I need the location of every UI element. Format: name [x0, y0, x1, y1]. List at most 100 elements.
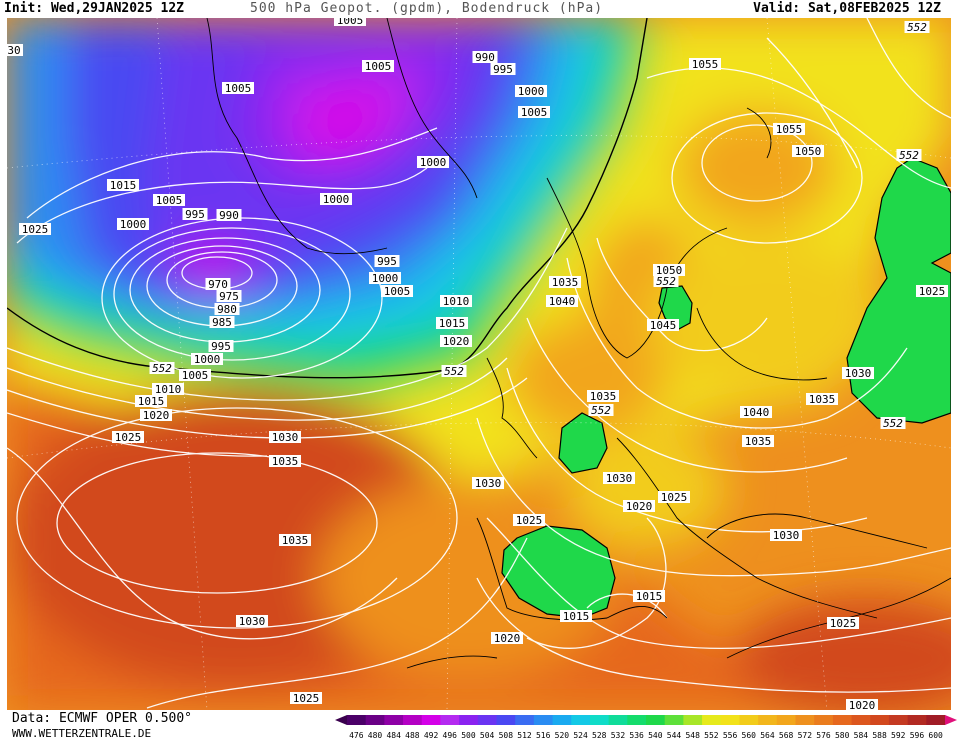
isobar-label-text: 1030 — [239, 615, 266, 628]
isobar-label-box — [587, 390, 619, 402]
isobar-label-box — [518, 106, 550, 118]
isobar-label-text: 1020 — [626, 500, 653, 513]
isobar-label: 1030 — [842, 367, 874, 380]
colorbar-swatch — [421, 715, 441, 725]
isobar-label-box — [7, 44, 23, 56]
isobar-label-text: 1000 — [194, 353, 221, 366]
isobar-label-text: 1035 — [552, 276, 579, 289]
isobar-label-box — [117, 218, 149, 230]
isobar-label-box — [236, 615, 268, 627]
green-cutoff-lows — [501, 157, 951, 619]
isobar-label-text: 1000 — [120, 218, 147, 231]
isobar-label-box — [623, 500, 655, 512]
colorbar-swatch — [870, 715, 890, 725]
isobar-label: 552 — [588, 404, 614, 417]
isobar-label-text: 1035 — [590, 390, 617, 403]
isobar-label-text: 1005 — [521, 106, 548, 119]
isobar-label-box — [806, 393, 838, 405]
isobar-label-box — [560, 610, 592, 622]
isobar-label: 1025 — [513, 514, 545, 527]
isobar-label-text: 1035 — [745, 435, 772, 448]
isobar-label-box — [490, 63, 516, 75]
isobar-label: 1020 — [846, 699, 878, 710]
colorbar-tick-label: 556 — [723, 731, 738, 740]
isobar-label-box — [362, 60, 394, 72]
isobar-label-text: 1000 — [420, 156, 447, 169]
isobar-label-text: 1035 — [809, 393, 836, 406]
isobar-label-box — [216, 209, 242, 221]
isobar-label-text: 1040 — [549, 295, 576, 308]
isobar-label-box — [334, 18, 366, 26]
isobar-label-box — [140, 409, 172, 421]
colorbar-tick-label: 584 — [854, 731, 869, 740]
isobar-label-box — [740, 406, 772, 418]
isobar-label: 1025 — [827, 617, 859, 630]
isobar-label: 1000 — [369, 272, 401, 285]
isobar-label-text: 990 — [219, 209, 239, 222]
isobar-label: 995 — [374, 255, 400, 268]
colorbar-swatch — [795, 715, 815, 725]
isobar-label-box — [209, 316, 235, 328]
isobar-label-box — [842, 367, 874, 379]
colorbar-tick-label: 580 — [835, 731, 850, 740]
colorbar-tick-label: 600 — [928, 731, 943, 740]
isobar-label-box — [208, 340, 234, 352]
isobar-label-box — [896, 149, 922, 161]
isobar-label-box — [135, 395, 167, 407]
colorbar-tick-label: 500 — [461, 731, 476, 740]
isobar-label-text: 1000 — [518, 85, 545, 98]
colorbar-swatch — [552, 715, 572, 725]
isobar-label: 970 — [205, 278, 231, 291]
isobar-label-box — [658, 491, 690, 503]
isobar-label-text: 1025 — [919, 285, 946, 298]
isobar-label: 30 — [7, 44, 23, 57]
init-time-label: Init: Wed,29JAN2025 12Z — [4, 1, 185, 16]
isobar-label-text: 1005 — [225, 82, 252, 95]
colorbar-swatch — [758, 715, 778, 725]
isobar-label-box — [603, 472, 635, 484]
isobar-label-box — [792, 145, 824, 157]
isobar-label: 1015 — [107, 179, 139, 192]
colorbar-swatch — [907, 715, 927, 725]
isobar-label-box — [546, 295, 578, 307]
isobar-label-text: 995 — [493, 63, 513, 76]
colorbar-tick-label: 512 — [517, 731, 532, 740]
colorbar-swatch — [627, 715, 647, 725]
isobar-label: 1000 — [320, 193, 352, 206]
isobar-label: 1005 — [381, 285, 413, 298]
colorbar-arrow-right — [945, 715, 957, 725]
colorbar-swatch — [459, 715, 479, 725]
colorbar-legend: 476 480 484 488 492 496 500 504 508 512 516 520 524 5… — [335, 715, 957, 740]
isobar-label: 1005 — [222, 82, 254, 95]
colorbar-tick-label: 504 — [480, 731, 495, 740]
isobar-label: 1020 — [491, 632, 523, 645]
isobar-label: 1035 — [269, 455, 301, 468]
isobar-label-text: 1025 — [516, 514, 543, 527]
colorbar-tick-label: 560 — [742, 731, 757, 740]
colorbar-swatch — [888, 715, 909, 725]
colorbar-tick-label: 548 — [685, 731, 700, 740]
isobar-label-box — [846, 699, 878, 710]
isobar-label: 1020 — [623, 500, 655, 513]
colorbar-swatch — [664, 715, 684, 725]
colorbar-swatch — [365, 715, 385, 725]
colorbar-tick-label: 568 — [779, 731, 794, 740]
map-title: 500 hPa Geopot. (gpdm), Bodendruck (hPa) — [250, 1, 604, 16]
colorbar-tick-label: 488 — [405, 731, 420, 740]
isobar-label: 1030 — [472, 477, 504, 490]
colorbar-swatch — [589, 715, 610, 725]
isobar-label: 1025 — [916, 285, 948, 298]
colorbar-swatch — [403, 715, 423, 725]
isobar-label-text: 1030 — [272, 431, 299, 444]
isobar-label-text: 1015 — [110, 179, 137, 192]
isobar-label-box — [513, 514, 545, 526]
colorbar-tick-label: 536 — [629, 731, 644, 740]
isobar-label: 990 — [216, 209, 242, 222]
isobar-label-text: 995 — [377, 255, 397, 268]
isobar-label-box — [320, 193, 352, 205]
isobar-label-box — [214, 303, 240, 315]
isobar-label-text: 1005 — [337, 18, 364, 27]
isobar-label-text: 1050 — [656, 264, 683, 277]
isobar-label-box — [472, 477, 504, 489]
